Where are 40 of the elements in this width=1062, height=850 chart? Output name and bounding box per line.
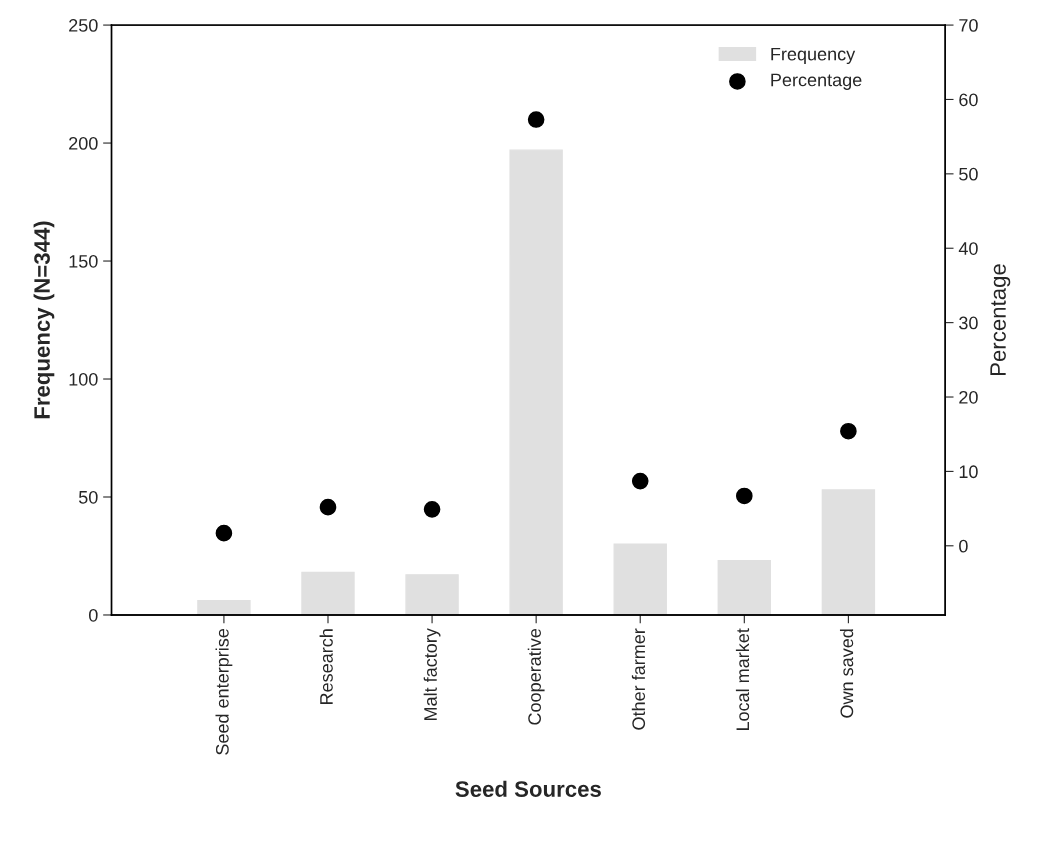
y2-tick-label: 10 xyxy=(959,465,978,479)
bar xyxy=(613,543,667,615)
x-tick-label: Own saved xyxy=(839,629,854,718)
bar xyxy=(821,489,876,615)
bar xyxy=(301,571,355,615)
x-tick-label: Malt factory xyxy=(423,628,441,720)
bar xyxy=(509,149,563,615)
y-tick-label: 200 xyxy=(69,136,98,150)
y2-tick-label: 70 xyxy=(959,19,978,32)
point xyxy=(840,422,857,440)
y2-tick-label: 30 xyxy=(959,316,978,330)
y2-tick-label: 20 xyxy=(959,390,978,404)
legend-label: Frequency xyxy=(771,47,856,65)
bar xyxy=(717,560,772,615)
point xyxy=(215,524,233,542)
x-tick-label: Seed enterprise xyxy=(215,628,233,755)
y2-tick-label: 0 xyxy=(959,539,968,553)
point xyxy=(527,111,545,128)
y2-tick-label: 40 xyxy=(958,242,978,255)
x-tick-label: Cooperative xyxy=(527,628,545,725)
y-axis-title: Frequency (N=344) xyxy=(33,221,55,419)
y-tick-label: 0 xyxy=(88,608,98,622)
point xyxy=(319,498,337,516)
bar xyxy=(405,574,459,615)
point xyxy=(423,501,441,518)
legend-label: Percentage xyxy=(771,73,862,90)
y2-tick-label: 60 xyxy=(959,93,978,107)
point xyxy=(736,487,753,505)
y-tick-label: 150 xyxy=(69,254,98,268)
y-tick-label: 100 xyxy=(69,372,98,386)
y2-tick-label: 50 xyxy=(959,167,978,181)
y-tick-label: 50 xyxy=(78,490,98,504)
x-tick-label: Research xyxy=(319,629,333,704)
point xyxy=(631,472,649,490)
x-tick-label: Local market xyxy=(735,628,750,731)
x-tick-label: Other farmer xyxy=(631,628,646,730)
x-axis-title: Seed Sources xyxy=(455,780,601,797)
bar xyxy=(197,600,251,615)
y2-axis-title: Percentage xyxy=(990,264,1011,376)
y-tick-label: 250 xyxy=(69,19,98,32)
